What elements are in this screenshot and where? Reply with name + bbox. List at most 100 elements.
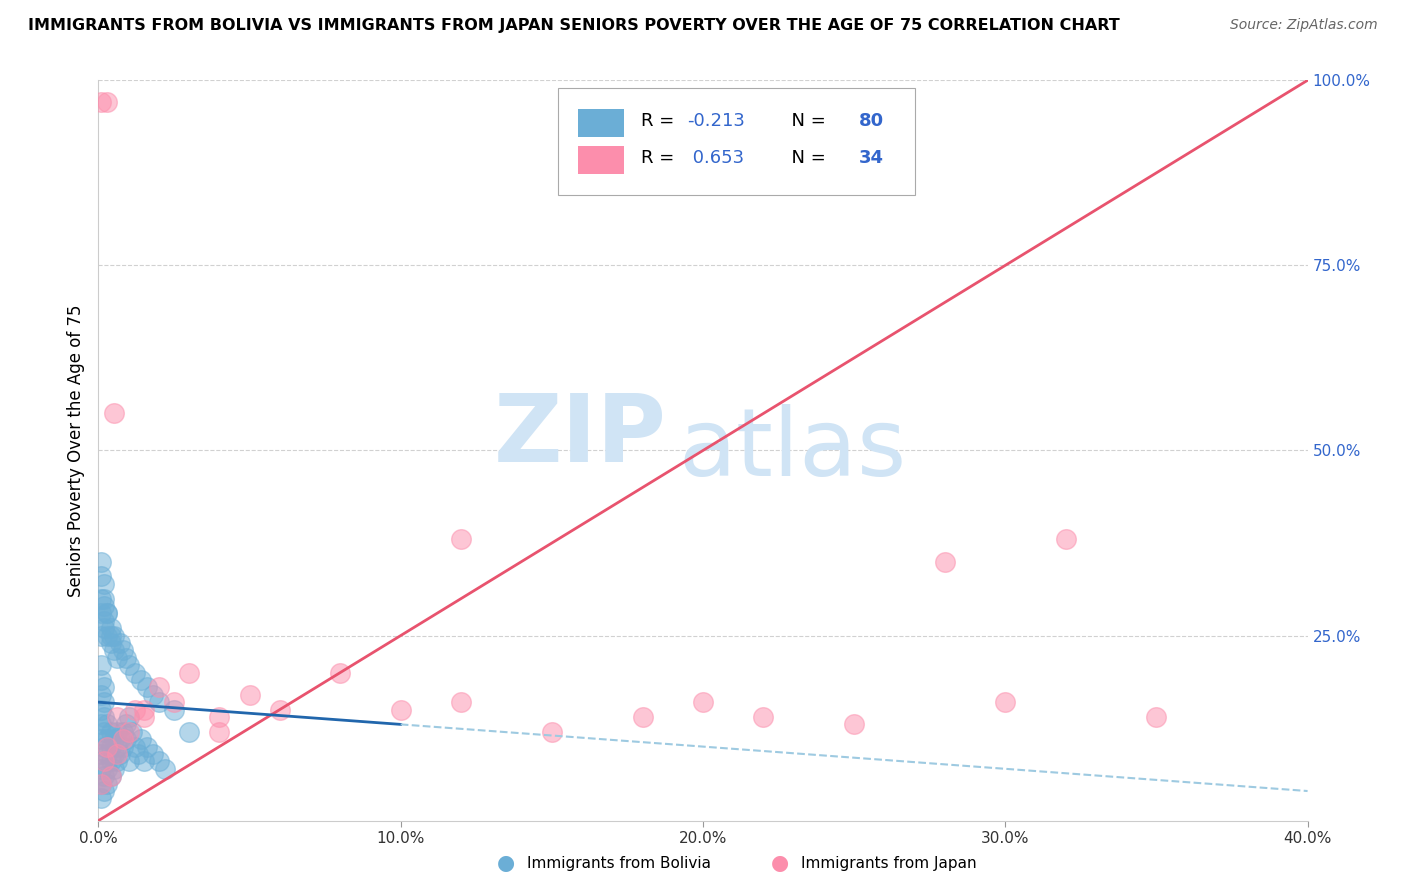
- Point: [90, 732, 112, 747]
- Point: [90, 628, 112, 642]
- Point: [118, 724, 141, 739]
- Point: [96, 747, 118, 761]
- Point: [90, 591, 112, 606]
- Point: [100, 628, 122, 642]
- Point: [752, 710, 775, 724]
- Point: [111, 724, 134, 739]
- Point: [124, 665, 146, 680]
- Point: [994, 695, 1017, 709]
- Point: [100, 769, 122, 783]
- Point: [148, 695, 170, 709]
- Point: [179, 724, 201, 739]
- Point: [163, 703, 186, 717]
- Point: [148, 681, 170, 695]
- Point: [93, 695, 115, 709]
- Point: [96, 607, 118, 621]
- Point: [1054, 533, 1077, 547]
- Point: [105, 755, 128, 769]
- Point: [148, 755, 170, 769]
- Point: [389, 703, 412, 717]
- Point: [114, 717, 136, 731]
- Point: [132, 755, 155, 769]
- Text: R =: R =: [641, 112, 681, 130]
- Point: [153, 762, 176, 776]
- Point: [118, 658, 141, 673]
- Point: [90, 95, 112, 110]
- Point: [90, 555, 112, 569]
- Point: [90, 776, 112, 791]
- Text: IMMIGRANTS FROM BOLIVIA VS IMMIGRANTS FROM JAPAN SENIORS POVERTY OVER THE AGE OF: IMMIGRANTS FROM BOLIVIA VS IMMIGRANTS FR…: [28, 18, 1119, 33]
- Point: [121, 724, 143, 739]
- Point: [118, 710, 141, 724]
- FancyBboxPatch shape: [578, 146, 624, 174]
- FancyBboxPatch shape: [578, 109, 624, 137]
- Point: [90, 747, 112, 761]
- Text: ZIP: ZIP: [494, 390, 666, 482]
- Text: N =: N =: [780, 112, 832, 130]
- Point: [96, 776, 118, 791]
- Text: 34: 34: [859, 149, 884, 167]
- Point: [90, 688, 112, 702]
- Text: R =: R =: [641, 149, 681, 167]
- Point: [124, 703, 146, 717]
- Point: [96, 717, 118, 731]
- Text: 0.653: 0.653: [688, 149, 744, 167]
- Point: [90, 717, 112, 731]
- Point: [90, 762, 112, 776]
- Point: [129, 732, 152, 747]
- Point: [96, 95, 118, 110]
- Point: [103, 762, 125, 776]
- Point: [127, 747, 149, 761]
- Point: [100, 755, 122, 769]
- Point: [103, 643, 125, 657]
- Point: [105, 747, 128, 761]
- Point: [90, 703, 112, 717]
- Point: [93, 755, 115, 769]
- Point: [1144, 710, 1167, 724]
- Point: [103, 407, 125, 421]
- Point: [132, 703, 155, 717]
- Point: [103, 628, 125, 642]
- Point: [105, 650, 128, 665]
- Point: [90, 673, 112, 687]
- Text: Immigrants from Japan: Immigrants from Japan: [801, 856, 977, 871]
- Point: [934, 555, 956, 569]
- Point: [124, 739, 146, 754]
- Point: [111, 739, 134, 754]
- Point: [450, 533, 472, 547]
- Point: [103, 732, 125, 747]
- Point: [105, 724, 128, 739]
- Point: [93, 576, 115, 591]
- Point: [93, 755, 115, 769]
- Text: ●: ●: [498, 854, 515, 873]
- Text: N =: N =: [780, 149, 832, 167]
- Point: [208, 710, 231, 724]
- Point: [129, 673, 152, 687]
- Point: [111, 643, 134, 657]
- Point: [96, 732, 118, 747]
- Point: [114, 732, 136, 747]
- Point: [105, 710, 128, 724]
- Point: [93, 681, 115, 695]
- Point: [329, 665, 352, 680]
- Point: [90, 569, 112, 583]
- Point: [239, 688, 262, 702]
- Point: [135, 681, 157, 695]
- FancyBboxPatch shape: [558, 87, 915, 195]
- Point: [114, 650, 136, 665]
- Point: [103, 747, 125, 761]
- Point: [540, 724, 562, 739]
- Y-axis label: Seniors Poverty Over the Age of 75: Seniors Poverty Over the Age of 75: [66, 304, 84, 597]
- Point: [96, 739, 118, 754]
- Point: [90, 791, 112, 805]
- Point: [93, 784, 115, 798]
- Point: [93, 591, 115, 606]
- Point: [269, 703, 291, 717]
- Point: [163, 695, 186, 709]
- Point: [100, 724, 122, 739]
- Point: [179, 665, 201, 680]
- Point: [108, 636, 131, 650]
- Point: [96, 628, 118, 642]
- Point: [93, 614, 115, 628]
- Point: [93, 769, 115, 783]
